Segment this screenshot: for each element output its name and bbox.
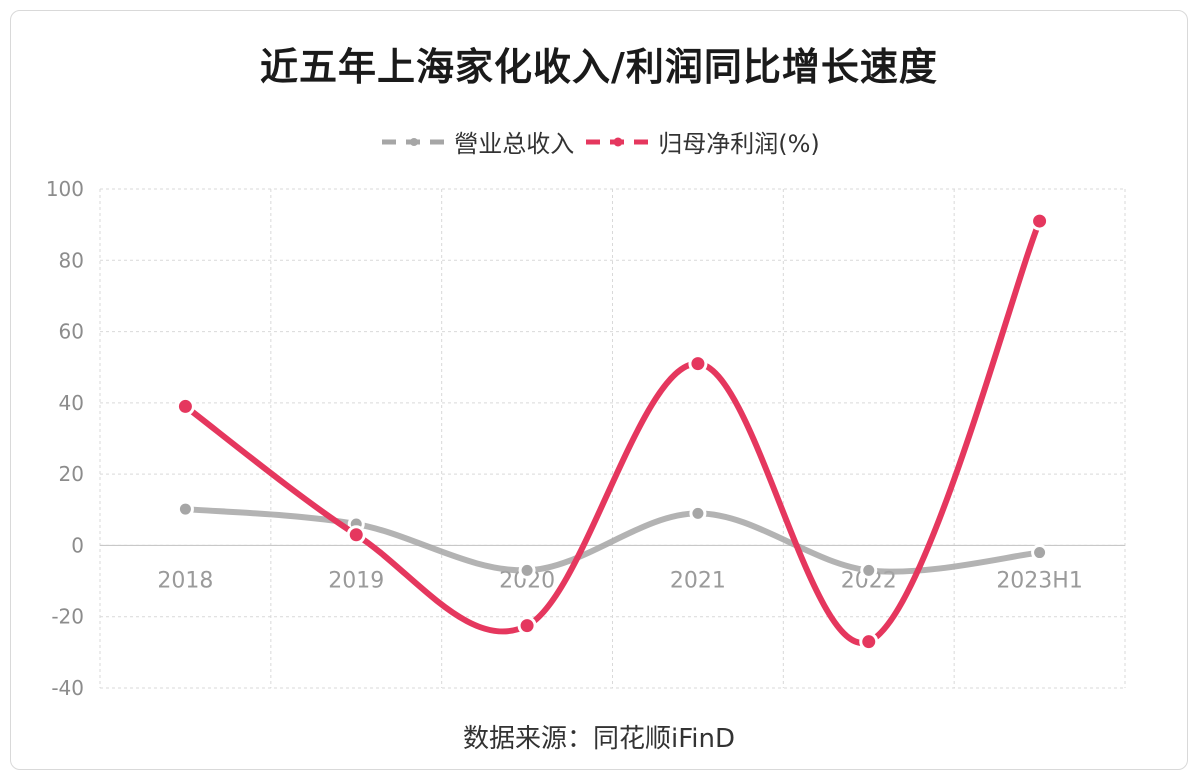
profit-data-point bbox=[688, 354, 708, 374]
profit-data-point bbox=[346, 525, 366, 545]
y-tick-label: 20 bbox=[59, 462, 84, 486]
revenue-data-point bbox=[689, 504, 707, 522]
revenue-data-point bbox=[860, 561, 878, 579]
y-tick-label: 80 bbox=[59, 248, 84, 272]
profit-data-point bbox=[859, 632, 879, 652]
data-source: 数据来源：同花顺iFinD bbox=[462, 724, 735, 754]
profit-data-point bbox=[1030, 211, 1050, 231]
legend-swatch-profit bbox=[586, 137, 651, 146]
y-tick-label: 60 bbox=[59, 320, 84, 344]
profit-data-point bbox=[175, 396, 195, 416]
revenue-data-point bbox=[176, 500, 194, 518]
y-tick-label: -40 bbox=[51, 676, 84, 700]
legend-label-profit: 归母净利润(%) bbox=[658, 130, 820, 158]
legend-label-revenue: 營业总收入 bbox=[454, 130, 575, 158]
y-tick-label: 40 bbox=[59, 391, 84, 415]
chart-title: 近五年上海家化收入/利润同比增长速度 bbox=[260, 45, 938, 89]
x-tick-label: 2023H1 bbox=[996, 568, 1083, 593]
profit-data-point bbox=[517, 616, 537, 636]
chart-frame bbox=[10, 10, 1188, 770]
legend: 營业总收入 归母净利润(%) bbox=[0, 124, 1198, 159]
y-tick-label: 100 bbox=[46, 177, 84, 201]
revenue-data-point bbox=[1031, 544, 1049, 562]
x-tick-label: 2018 bbox=[157, 568, 213, 593]
legend-item-revenue: 營业总收入 bbox=[378, 124, 574, 159]
y-tick-label: 0 bbox=[71, 533, 84, 557]
y-tick-label: -20 bbox=[51, 605, 84, 629]
x-tick-label: 2019 bbox=[328, 568, 384, 593]
revenue-data-point bbox=[518, 561, 536, 579]
x-tick-label: 2021 bbox=[670, 568, 726, 593]
legend-item-profit: 归母净利润(%) bbox=[582, 124, 820, 159]
legend-swatch-revenue bbox=[382, 137, 447, 146]
